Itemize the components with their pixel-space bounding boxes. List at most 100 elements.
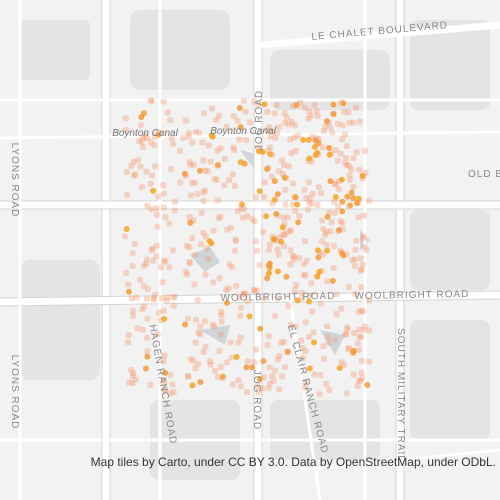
point (293, 281, 300, 288)
point (291, 286, 298, 293)
point (147, 97, 154, 104)
point (186, 258, 193, 265)
point (189, 179, 196, 186)
point (130, 370, 137, 377)
point (325, 339, 332, 346)
point (270, 377, 277, 384)
point (147, 180, 154, 187)
point (315, 247, 322, 254)
point (143, 168, 150, 175)
point (335, 228, 342, 235)
point (284, 348, 291, 355)
point (281, 119, 288, 126)
point (281, 232, 288, 239)
point (358, 357, 365, 364)
point (214, 197, 221, 204)
point (234, 117, 241, 124)
point (292, 323, 299, 330)
point (345, 203, 352, 210)
point (213, 116, 220, 123)
road-label: JOG ROAD (254, 90, 265, 150)
point (185, 373, 192, 380)
point (267, 133, 274, 140)
point (358, 333, 365, 340)
point (235, 377, 242, 384)
point (230, 113, 237, 120)
point (344, 326, 351, 333)
point (153, 242, 160, 249)
point (147, 139, 154, 146)
point (274, 268, 281, 275)
point (207, 358, 214, 365)
point (315, 254, 322, 261)
point (160, 307, 167, 314)
point (251, 218, 258, 225)
point (242, 108, 249, 115)
point (334, 157, 341, 164)
point (335, 186, 342, 193)
point (198, 209, 205, 216)
point (279, 224, 286, 231)
point (190, 357, 197, 364)
point (144, 348, 151, 355)
point (197, 323, 204, 330)
point (155, 129, 162, 136)
point (241, 206, 248, 213)
point (202, 233, 209, 240)
point (231, 247, 238, 254)
point (186, 159, 193, 166)
point (347, 202, 354, 209)
point (243, 364, 250, 371)
point (364, 381, 371, 388)
point (312, 137, 319, 144)
point (256, 262, 263, 269)
point (218, 308, 225, 315)
point (251, 98, 258, 105)
point (160, 182, 167, 189)
point (281, 174, 288, 181)
point (237, 124, 244, 131)
point (170, 294, 177, 301)
point (271, 110, 278, 117)
road-label: JOG ROAD (251, 370, 262, 430)
point (153, 205, 160, 212)
point (309, 133, 316, 140)
point (252, 238, 259, 245)
point (338, 99, 345, 106)
point (184, 242, 191, 249)
point (332, 180, 339, 187)
road-label: LYONS ROAD (9, 355, 20, 430)
point (256, 375, 263, 382)
point (260, 358, 267, 365)
point (266, 124, 273, 131)
point (137, 163, 144, 170)
point (170, 389, 177, 396)
point (264, 275, 271, 282)
point (249, 216, 256, 223)
point (358, 307, 365, 314)
point (276, 386, 283, 393)
point (156, 309, 163, 316)
point (299, 345, 306, 352)
point (129, 312, 136, 319)
point (331, 198, 338, 205)
point (343, 331, 350, 338)
point (230, 144, 237, 151)
point (309, 190, 316, 197)
point (192, 179, 199, 186)
point (177, 179, 184, 186)
point (268, 173, 275, 180)
point (136, 137, 143, 144)
point (344, 162, 351, 169)
point (123, 168, 130, 175)
point (144, 315, 151, 322)
point (223, 359, 230, 366)
point (366, 358, 373, 365)
point (253, 346, 260, 353)
point (236, 136, 243, 143)
point (295, 132, 302, 139)
point (200, 229, 207, 236)
point (161, 258, 168, 265)
point (351, 330, 358, 337)
point (333, 291, 340, 298)
